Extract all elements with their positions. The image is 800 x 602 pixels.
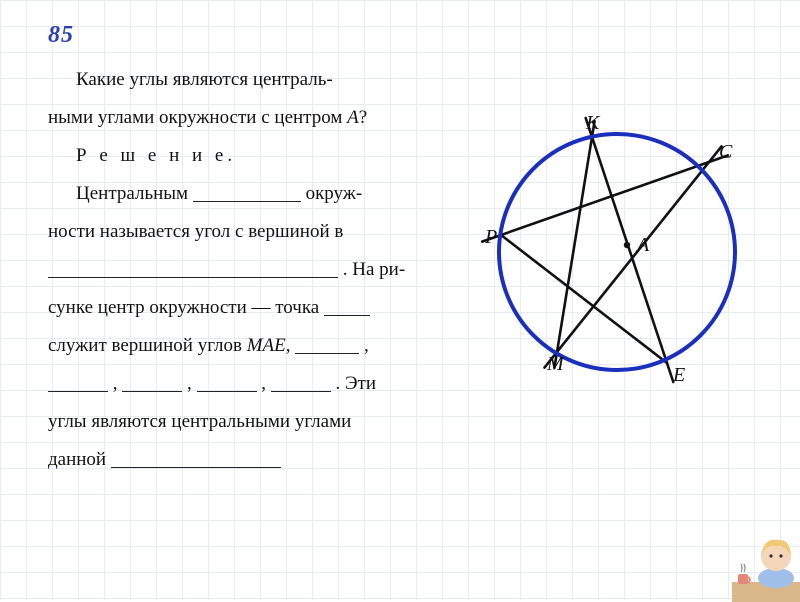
blank-1[interactable] bbox=[193, 182, 301, 202]
t4: . На ри- bbox=[343, 259, 405, 280]
question-text-1: Какие углы являются централь- bbox=[76, 69, 333, 90]
solution-line-7: углы являются центральными углами bbox=[48, 403, 453, 441]
question-line-2: ными углами окружности с центром A? bbox=[48, 99, 453, 137]
blank-8[interactable] bbox=[271, 372, 331, 392]
blank-5[interactable] bbox=[48, 372, 108, 392]
solution-line-6: , , , . Эти bbox=[48, 365, 453, 403]
solution-line-4: сунке центр окружности — точка bbox=[48, 289, 453, 327]
svg-text:P: P bbox=[484, 226, 497, 248]
page: 85 Какие углы являются централь- ными уг… bbox=[0, 0, 800, 600]
content-row: 85 Какие углы являются централь- ными уг… bbox=[48, 22, 780, 479]
t2: окруж- bbox=[306, 183, 363, 204]
solution-line-8: данной bbox=[48, 441, 453, 479]
text-column: 85 Какие углы являются централь- ными уг… bbox=[48, 22, 453, 479]
solution-label: Р е ш е н и е. bbox=[48, 137, 453, 175]
t9: углы являются центральными углами bbox=[48, 411, 351, 432]
steam bbox=[741, 564, 745, 572]
problem-number: 85 bbox=[48, 22, 453, 49]
mug-handle bbox=[748, 577, 750, 583]
t6: служит вершиной углов bbox=[48, 335, 247, 356]
svg-text:A: A bbox=[635, 234, 650, 256]
blank-6[interactable] bbox=[122, 372, 182, 392]
angle-1: MAE bbox=[247, 335, 286, 356]
blank-7[interactable] bbox=[197, 372, 257, 392]
blank-2[interactable] bbox=[48, 258, 338, 278]
solution-line-5: служит вершиной углов MAE, , bbox=[48, 327, 453, 365]
question-mark: ? bbox=[359, 107, 367, 128]
comma-2: , bbox=[364, 335, 369, 356]
t5: сунке центр окружности — точка bbox=[48, 297, 324, 318]
comma-1: , bbox=[286, 335, 296, 356]
solution-line-3: . На ри- bbox=[48, 251, 453, 289]
t8: . Эти bbox=[336, 373, 377, 394]
sep-2: , bbox=[187, 373, 197, 394]
question-text-2: ными углами окружности с центром bbox=[48, 107, 347, 128]
solution-line-1: Центральным окруж- bbox=[48, 175, 453, 213]
t10: данной bbox=[48, 449, 111, 470]
geometry-figure: A K C P M E bbox=[477, 92, 757, 392]
solution-line-2: ности называется угол с вершиной в bbox=[48, 213, 453, 251]
mug bbox=[738, 574, 748, 584]
solution-label-text: Р е ш е н и е. bbox=[76, 145, 236, 166]
t3: ности называется угол с вершиной в bbox=[48, 221, 343, 242]
svg-text:E: E bbox=[672, 364, 685, 386]
blank-3[interactable] bbox=[324, 296, 370, 316]
eye-right bbox=[779, 554, 782, 557]
sep-1: , bbox=[113, 373, 123, 394]
question-line-1: Какие углы являются централь- bbox=[48, 61, 453, 99]
svg-text:M: M bbox=[546, 353, 565, 375]
center-variable: A bbox=[347, 107, 359, 128]
figure-column: A K C P M E bbox=[477, 22, 780, 479]
cartoon-decoration bbox=[732, 522, 800, 602]
t1: Центральным bbox=[76, 183, 193, 204]
eye-left bbox=[769, 554, 772, 557]
blank-9[interactable] bbox=[111, 448, 281, 468]
blank-4[interactable] bbox=[295, 334, 359, 354]
svg-text:C: C bbox=[719, 141, 733, 163]
svg-text:K: K bbox=[585, 112, 601, 134]
sep-3: , bbox=[261, 373, 271, 394]
